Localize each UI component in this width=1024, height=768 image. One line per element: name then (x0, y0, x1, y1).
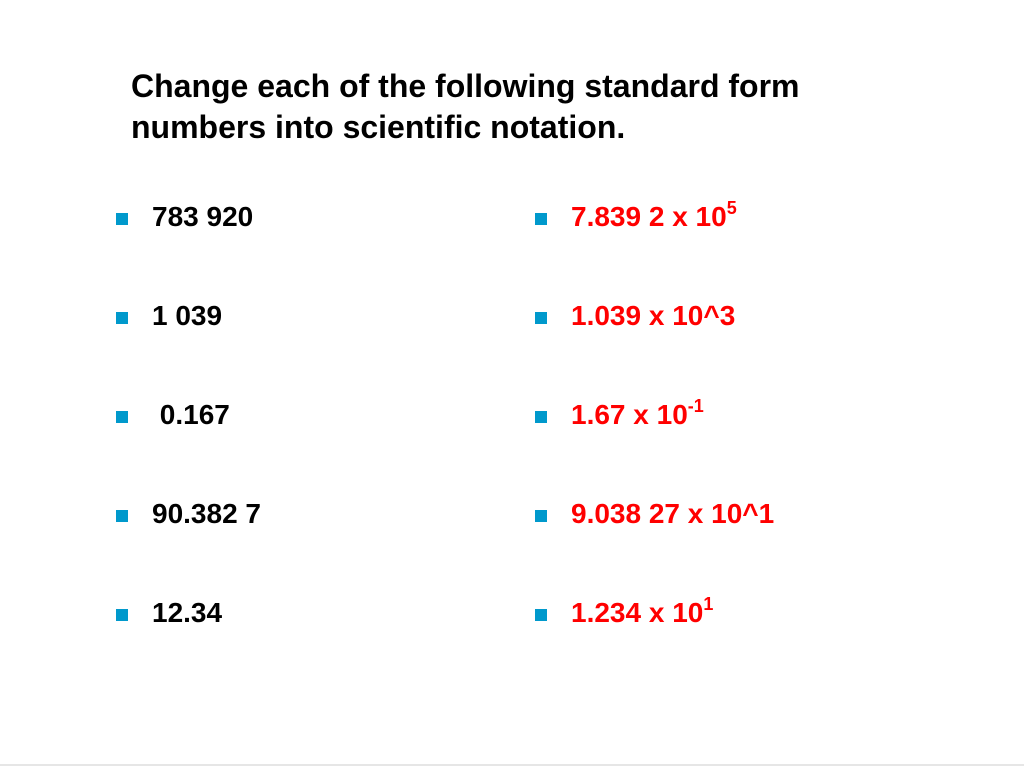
answer-base: 7.839 2 x 10 (571, 201, 727, 232)
answer-exponent: 1 (703, 593, 714, 614)
square-bullet-icon (116, 510, 128, 522)
answer-base: 1.234 x 10 (571, 597, 704, 628)
list-item: 1.039 x 10^3 (535, 295, 1005, 394)
scientific-notation-answer: 1.67 x 10-1 (571, 394, 704, 436)
scientific-notation-answer: 1.234 x 101 (571, 592, 713, 634)
square-bullet-icon (535, 411, 547, 423)
answer-base: 1.67 x 10 (571, 399, 688, 430)
list-item: 7.839 2 x 105 (535, 196, 1005, 295)
standard-form-number: 0.167 (152, 399, 230, 430)
answer-exponent: -1 (687, 395, 704, 416)
list-item: 1.234 x 101 (535, 592, 1005, 691)
standard-form-number: 783 920 (152, 201, 254, 232)
footer-divider (0, 764, 1024, 766)
square-bullet-icon (535, 609, 547, 621)
answer-base: 1.039 x 10^3 (571, 300, 736, 331)
scientific-notation-answer: 1.039 x 10^3 (571, 295, 735, 337)
list-item: 0.167 (116, 394, 496, 493)
standard-form-number: 90.382 7 (152, 498, 261, 529)
answer-base: 9.038 27 x 10^1 (571, 498, 775, 529)
square-bullet-icon (116, 213, 128, 225)
standard-form-list: 783 920 1 039 0.167 90.382 7 12.34 (116, 196, 496, 691)
list-item: 9.038 27 x 10^1 (535, 493, 1005, 592)
square-bullet-icon (535, 312, 547, 324)
square-bullet-icon (116, 312, 128, 324)
square-bullet-icon (535, 510, 547, 522)
list-item: 12.34 (116, 592, 496, 691)
standard-form-number: 1 039 (152, 300, 223, 331)
list-item: 1.67 x 10-1 (535, 394, 1005, 493)
scientific-notation-list: 7.839 2 x 105 1.039 x 10^3 1.67 x 10-1 9… (535, 196, 1005, 691)
list-item: 783 920 (116, 196, 496, 295)
scientific-notation-answer: 7.839 2 x 105 (571, 196, 737, 238)
list-item: 1 039 (116, 295, 496, 394)
slide-title: Change each of the following standard fo… (131, 68, 800, 145)
answer-exponent: 5 (726, 197, 737, 218)
square-bullet-icon (116, 411, 128, 423)
standard-form-number: 12.34 (152, 597, 223, 628)
square-bullet-icon (116, 609, 128, 621)
list-item: 90.382 7 (116, 493, 496, 592)
square-bullet-icon (535, 213, 547, 225)
scientific-notation-answer: 9.038 27 x 10^1 (571, 493, 774, 535)
